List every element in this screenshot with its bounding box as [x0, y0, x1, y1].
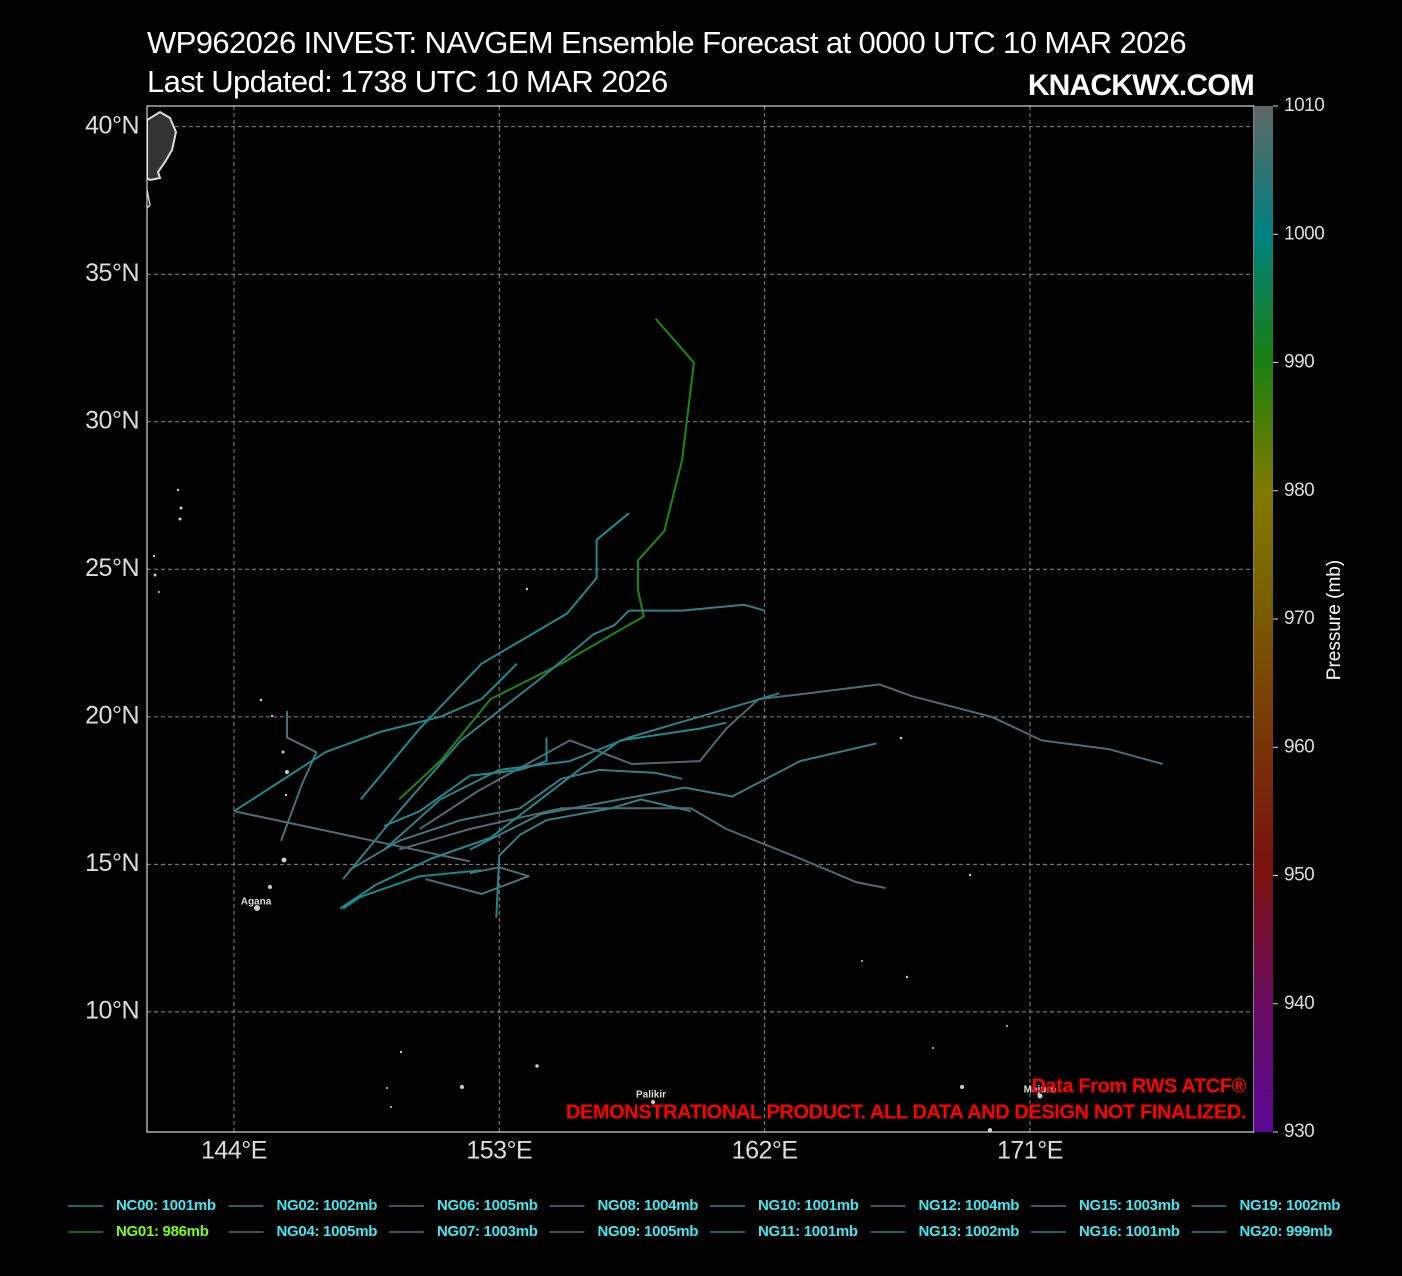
colorbar-tick-label: 1010 — [1284, 95, 1324, 116]
island — [153, 573, 157, 577]
legend-label: NG06: 1005mb — [437, 1197, 538, 1214]
place-label: Majuro — [1024, 1085, 1057, 1096]
track-line — [348, 768, 683, 872]
disclaimer: DEMONSTRATIONAL PRODUCT. ALL DATA AND DE… — [566, 1101, 1246, 1123]
map: Agana Palikir Majuro — [147, 106, 1254, 1132]
y-tick-label: 35°N — [85, 259, 139, 287]
track-line — [233, 810, 471, 863]
island — [399, 1050, 403, 1054]
legend-label: NG09: 1005mb — [598, 1223, 699, 1240]
legend-label: NG10: 1001mb — [758, 1197, 859, 1214]
island — [861, 960, 863, 962]
legend-label: NG02: 1002mb — [277, 1197, 378, 1214]
colorbar-label: Pressure (mb) — [1324, 560, 1345, 680]
colorbar-tick-label: 940 — [1284, 993, 1314, 1014]
island — [158, 591, 160, 593]
island — [254, 905, 260, 911]
place-label: Palikir — [636, 1090, 666, 1101]
track-line — [339, 721, 727, 910]
legend-label: NG04: 1005mb — [277, 1223, 378, 1240]
legend-label: NG11: 1001mb — [758, 1223, 858, 1240]
colorbar-tick-label: 930 — [1284, 1121, 1314, 1142]
tracks — [233, 317, 1163, 918]
island — [281, 857, 287, 863]
track-line — [359, 512, 630, 801]
island — [390, 1106, 392, 1108]
track-line — [383, 692, 780, 851]
island — [968, 873, 972, 877]
y-tick-label: 25°N — [85, 554, 139, 582]
island — [1037, 1093, 1043, 1099]
track-line — [398, 317, 695, 801]
track-line — [280, 710, 318, 842]
y-tick-label: 10°N — [85, 997, 139, 1025]
colorbar-tick-label: 970 — [1284, 608, 1314, 629]
watermark: KNACKWX.COM — [1028, 69, 1254, 102]
legend-label: NG16: 1001mb — [1079, 1223, 1180, 1240]
legend-label: NG08: 1004mb — [598, 1197, 699, 1214]
track-line — [419, 683, 1163, 830]
x-tick-label: 171°E — [997, 1137, 1063, 1165]
colorbar-tick-label: 950 — [1284, 865, 1314, 886]
island — [988, 1128, 992, 1132]
x-tick-label: 144°E — [201, 1137, 267, 1165]
colorbar — [1254, 106, 1273, 1132]
track-line — [398, 807, 886, 889]
track-line — [342, 869, 482, 910]
island — [259, 698, 263, 702]
x-tick-label: 153°E — [466, 1137, 532, 1165]
y-tick-label: 20°N — [85, 701, 139, 729]
island — [535, 1064, 539, 1068]
island — [960, 1085, 964, 1089]
track-line — [233, 662, 518, 813]
colorbar-tick-label: 990 — [1284, 352, 1314, 373]
legend-label: NG01: 986mb — [116, 1223, 209, 1240]
island — [905, 975, 909, 979]
island — [268, 885, 272, 889]
coastline — [147, 189, 151, 209]
legend-label: NG15: 1003mb — [1079, 1197, 1180, 1214]
chart-subtitle: Last Updated: 1738 UTC 10 MAR 2026 — [147, 64, 668, 99]
island — [152, 554, 156, 558]
colorbar-tick-label: 960 — [1284, 736, 1314, 757]
legend-label: NC00: 1001mb — [116, 1197, 216, 1214]
track-line — [469, 742, 877, 851]
island — [178, 517, 182, 521]
island — [176, 488, 180, 492]
x-tick-label: 162°E — [732, 1137, 798, 1165]
island — [281, 750, 285, 754]
island — [270, 714, 274, 718]
y-tick-label: 15°N — [85, 849, 139, 877]
track-line — [495, 798, 692, 918]
island — [284, 793, 288, 797]
island — [899, 736, 903, 740]
island — [1006, 1025, 1008, 1027]
colorbar-tick-label: 1000 — [1284, 223, 1324, 244]
island — [179, 506, 183, 510]
coastline — [147, 110, 178, 182]
legend-label: NG20: 999mb — [1240, 1223, 1333, 1240]
y-tick-label: 40°N — [85, 111, 139, 139]
track-line — [425, 866, 530, 895]
island — [285, 770, 289, 774]
island — [932, 1047, 934, 1049]
chart-title: WP962026 INVEST: NAVGEM Ensemble Forecas… — [147, 25, 1186, 60]
island — [460, 1085, 464, 1089]
track-line — [342, 603, 765, 880]
colorbar-tick-label: 980 — [1284, 480, 1314, 501]
island — [651, 1100, 655, 1104]
y-tick-label: 30°N — [85, 406, 139, 434]
place-label: Agana — [241, 897, 272, 908]
legend-label: NG12: 1004mb — [919, 1197, 1020, 1214]
legend-label: NG19: 1002mb — [1240, 1197, 1341, 1214]
island — [525, 587, 529, 591]
legend-label: NG07: 1003mb — [437, 1223, 538, 1240]
land — [147, 110, 1043, 1132]
island — [386, 1087, 388, 1089]
credit: Data From RWS ATCF® — [1031, 1075, 1246, 1097]
legend-label: NG13: 1002mb — [919, 1223, 1020, 1240]
